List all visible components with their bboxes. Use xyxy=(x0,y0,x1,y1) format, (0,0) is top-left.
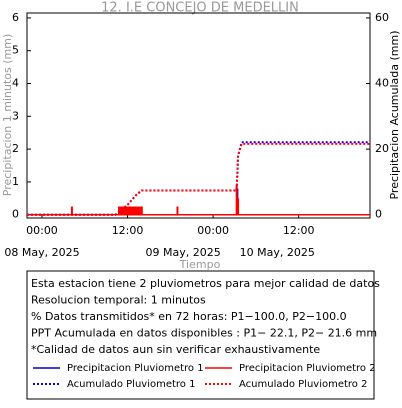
y2-tick-label: 40 xyxy=(375,77,389,90)
x-tick-label: 00:00 xyxy=(197,224,229,237)
precip-bar xyxy=(136,206,139,215)
precip-bar xyxy=(130,206,133,215)
date-label: 09 May, 2025 xyxy=(146,246,221,259)
y-tick-label: 1 xyxy=(12,175,19,188)
info-line: Esta estacion tiene 2 pluviometros para … xyxy=(31,277,380,290)
info-line: PPT Acumulada en datos disponibles : P1−… xyxy=(31,327,377,340)
precip-bar xyxy=(135,206,138,215)
precip-bar xyxy=(235,185,238,215)
accumulated-line xyxy=(27,142,370,216)
y2-tick-label: 60 xyxy=(375,11,389,24)
y-tick-label: 4 xyxy=(12,77,19,90)
precip-bar xyxy=(70,206,73,215)
accumulated-line xyxy=(27,141,370,216)
y-tick-label: 0 xyxy=(12,208,19,221)
x-tick-label: 00:00 xyxy=(26,224,58,237)
legend-label: Acumulado Pluviometro 1 xyxy=(67,379,195,390)
precip-bar xyxy=(176,206,179,215)
y-tick-label: 2 xyxy=(12,142,19,155)
precip-bar xyxy=(139,206,142,215)
legend-label: Acumulado Pluviometro 2 xyxy=(239,379,367,390)
plot-frame xyxy=(26,12,371,219)
x-tick-label: 12:00 xyxy=(112,224,144,237)
precip-bar xyxy=(127,206,130,215)
x-axis-label: Tiempo xyxy=(179,258,221,271)
info-line: *Calidad de datos aun sin verificar exha… xyxy=(31,343,320,356)
precip-bar xyxy=(140,206,143,215)
y-axis-label: Precipitacion 1 minutos (mm) xyxy=(1,34,14,196)
y2-tick-label: 20 xyxy=(375,142,389,155)
info-line: Resolucion temporal: 1 minutos xyxy=(31,294,206,307)
x-tick-label: 12:00 xyxy=(283,224,315,237)
y-tick-label: 5 xyxy=(12,44,19,57)
y2-tick-label: 0 xyxy=(375,208,382,221)
date-label: 08 May, 2025 xyxy=(4,246,79,259)
precip-bar xyxy=(237,198,240,215)
precip-bar xyxy=(120,206,123,215)
y2-axis-label: Precipitacion Acumulada (mm) xyxy=(388,30,401,199)
precip-bar xyxy=(123,206,126,215)
precip-bar xyxy=(129,206,132,215)
precip-bar xyxy=(132,206,135,215)
info-line: % Datos transmitidos* en 72 horas: P1−10… xyxy=(31,310,347,323)
date-label: 10 May, 2025 xyxy=(240,246,315,259)
y-tick-label: 3 xyxy=(12,109,19,122)
chart-title: 12. I.E CONCEJO DE MEDELLIN xyxy=(101,1,299,16)
legend-label: Precipitacion Pluviometro 1 xyxy=(67,363,204,374)
precip-bar xyxy=(137,206,140,215)
y-tick-label: 6 xyxy=(12,11,19,24)
precip-bar xyxy=(119,206,122,215)
precip-bar xyxy=(122,206,125,215)
legend-label: Precipitacion Pluviometro 2 xyxy=(239,363,376,374)
precip-bar xyxy=(133,206,136,215)
precip-bar xyxy=(126,206,129,215)
precip-bar xyxy=(125,206,128,215)
info-box xyxy=(26,270,375,400)
